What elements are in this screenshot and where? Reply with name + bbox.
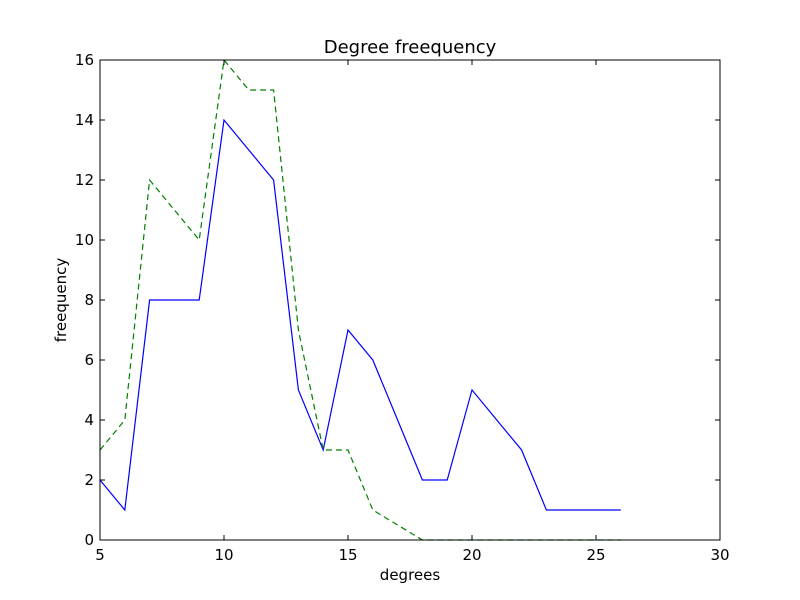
y-tick-label: 14 xyxy=(75,111,94,129)
y-axis-label: freequency xyxy=(52,258,70,343)
series-line-1 xyxy=(99,118,621,512)
x-tick-label: 10 xyxy=(214,546,233,564)
y-tick-label: 0 xyxy=(84,531,94,549)
x-axis-label: degrees xyxy=(380,566,441,584)
chart-title: Degree freequency xyxy=(324,37,497,58)
series-line-2 xyxy=(99,58,621,541)
x-tick-label: 5 xyxy=(95,546,105,564)
y-tick-label: 4 xyxy=(84,411,94,429)
y-tick-label: 12 xyxy=(75,171,94,189)
y-tick-label: 16 xyxy=(75,51,94,69)
tick-layer: 5 10 15 20 25 30 0 2 4 6 8 10 12 14 16 xyxy=(75,51,730,564)
series-layer xyxy=(99,58,621,541)
x-tick-label: 20 xyxy=(462,546,481,564)
y-tick-label: 10 xyxy=(75,231,94,249)
y-tick-label: 6 xyxy=(84,351,94,369)
x-tick-label: 30 xyxy=(710,546,729,564)
x-tick-label: 25 xyxy=(586,546,605,564)
plot-frame xyxy=(99,59,721,541)
x-tick-label: 15 xyxy=(338,546,357,564)
y-tick-label: 2 xyxy=(84,471,94,489)
y-tick-label: 8 xyxy=(84,291,94,309)
